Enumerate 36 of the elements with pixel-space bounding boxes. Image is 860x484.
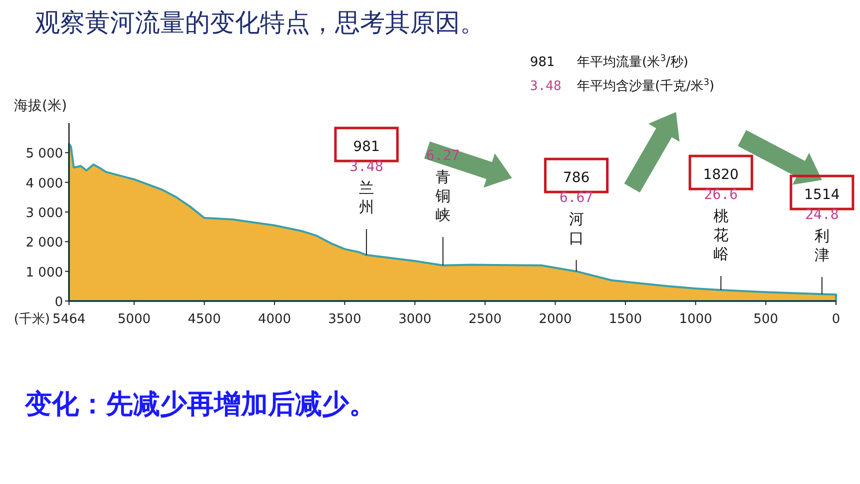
y-tick-label: 4 000 [26, 176, 63, 192]
x-tick-label: 1500 [608, 312, 642, 327]
annotation: 786 [562, 170, 590, 186]
x-tick-label: 2500 [468, 312, 502, 327]
annotation: 兰州 [358, 179, 374, 216]
text: 变化：先减少再增加后减少。 [24, 389, 376, 420]
x-tick-label: 2000 [538, 312, 572, 327]
x-tick-label: 5000 [118, 312, 151, 327]
y-tick-label: 3 000 [26, 206, 63, 221]
x-tick-label: 1000 [679, 312, 712, 327]
annotation: 青铜峡 [434, 168, 450, 224]
annotation: 利津 [814, 227, 830, 264]
y-axis-title: 海拔(米) [14, 98, 67, 114]
annotation: 1820 [703, 167, 739, 183]
chart-title: 观察黄河流量的变化特点，思考其原因。 [35, 8, 485, 37]
annotation: 桃花峪 [713, 207, 728, 263]
annotation: 981 [353, 139, 380, 155]
x-tick-label: 0 [832, 312, 840, 327]
y-tick-label: 0 [54, 295, 63, 310]
annotation: 1514 [804, 187, 840, 203]
x-tick-label: 3000 [398, 312, 432, 327]
x-tick-label: 3500 [328, 312, 362, 327]
annotation: 河口 [568, 210, 584, 247]
x-axis-title: (千米) [14, 312, 50, 327]
text: 981 [530, 55, 555, 70]
y-tick-label: 1 000 [26, 265, 63, 280]
x-tick-label: 5464 [52, 312, 86, 327]
y-tick-label: 2 000 [26, 236, 63, 251]
x-tick-label: 4000 [258, 312, 292, 327]
x-tick-label: 500 [753, 312, 778, 327]
text: 年平均含沙量(千克/米$^{3}$) [577, 78, 714, 94]
y-tick-label: 5 000 [26, 146, 63, 162]
x-tick-label: 4500 [188, 312, 221, 327]
text: 年平均流量(米$^{3}$/秒) [577, 54, 688, 70]
text: 3.48 [530, 79, 562, 94]
annotation: 6.27 [426, 148, 460, 164]
